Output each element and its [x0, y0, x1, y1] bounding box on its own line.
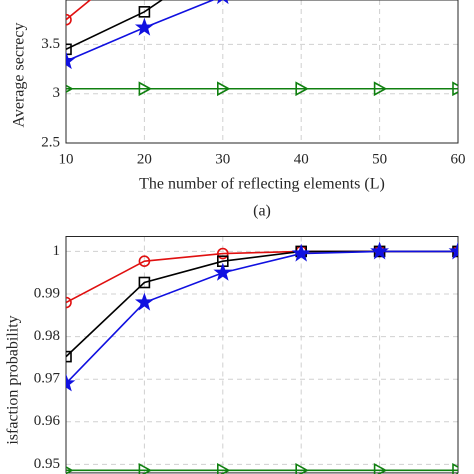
caption: (a)	[253, 203, 271, 220]
marker	[213, 262, 233, 281]
series-group	[66, 241, 458, 474]
marker	[217, 81, 231, 97]
x-tick-label: 20	[137, 151, 152, 167]
marker	[373, 81, 388, 97]
marker	[295, 462, 309, 474]
marker	[448, 241, 458, 260]
marker	[217, 462, 231, 474]
marker	[295, 81, 309, 97]
y-tick-label: 3.5	[41, 36, 60, 52]
axes-box	[65, 0, 459, 144]
plot-area	[66, 236, 458, 473]
y-tick-label: 0.95	[34, 456, 60, 472]
marker	[217, 247, 229, 260]
x-tick-label: 10	[59, 151, 74, 167]
marker	[291, 243, 311, 262]
y-tick-label: 3	[53, 85, 61, 101]
marker	[370, 241, 390, 260]
series-group	[66, 0, 458, 97]
y-tick-label: 0.97	[34, 371, 61, 387]
axes-box	[65, 236, 459, 474]
marker	[452, 81, 458, 97]
y-tick-label: 2.5	[41, 134, 60, 150]
marker	[134, 17, 154, 36]
y-tick-label: 1	[53, 243, 61, 259]
x-tick-label: 30	[215, 151, 230, 167]
x-tick-label: 50	[372, 151, 387, 167]
plot-area	[66, 0, 458, 143]
y-tick-label: 4	[53, 0, 61, 3]
marker	[66, 466, 74, 474]
marker	[66, 296, 72, 309]
y-tick-label: 0.98	[34, 328, 60, 344]
y-tick-label: 0.99	[34, 285, 60, 301]
series-line	[66, 0, 92, 21]
marker	[66, 51, 76, 70]
marker	[138, 462, 153, 474]
y-tick-label: 0.96	[34, 413, 61, 429]
series-line	[66, 0, 164, 51]
marker	[66, 84, 74, 93]
marker	[66, 350, 72, 363]
marker	[138, 255, 151, 268]
marker	[138, 276, 151, 289]
marker	[452, 462, 458, 474]
marker	[66, 13, 72, 26]
marker	[138, 81, 153, 97]
x-tick-label: 40	[294, 151, 309, 167]
series-line	[66, 250, 458, 385]
y-axis-label: isfaction probability	[5, 315, 22, 444]
marker	[66, 373, 76, 392]
marker	[134, 292, 154, 311]
x-axis-label: The number of reflecting elements (L)	[139, 176, 385, 193]
marker	[216, 0, 229, 5]
marker	[138, 6, 151, 18]
marker	[373, 462, 388, 474]
marker	[66, 43, 72, 56]
y-axis-label: Average secrecy	[11, 23, 28, 128]
x-tick-label: 60	[451, 151, 466, 167]
